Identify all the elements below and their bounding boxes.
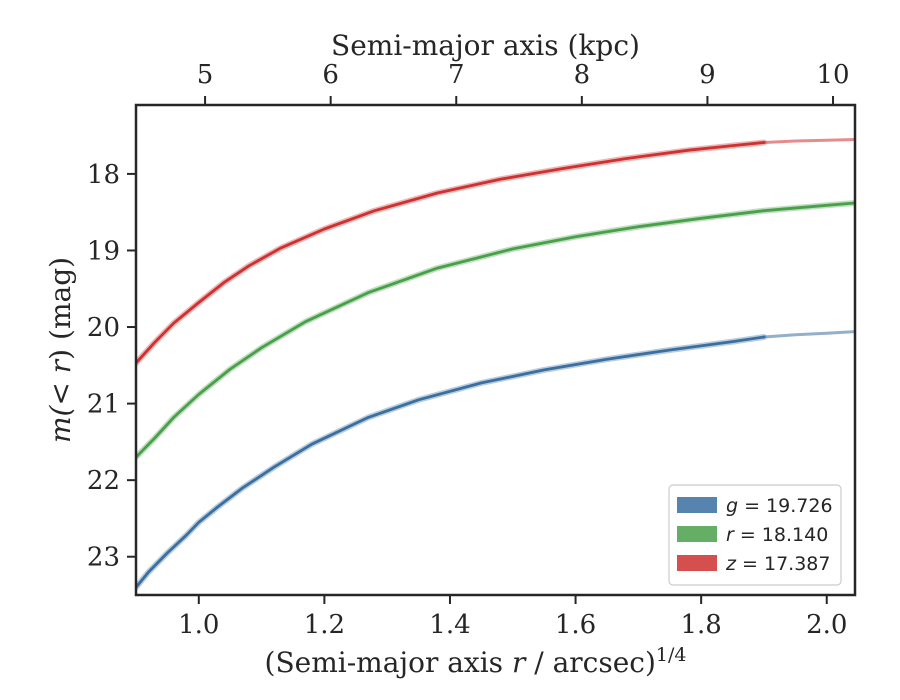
y-tick-label: 20	[87, 313, 120, 343]
legend-label-var: g	[726, 495, 738, 517]
legend-label-value: = 18.140	[734, 524, 828, 546]
legend-swatch-g	[677, 497, 717, 513]
x-axis-title: (Semi-major axis r / arcsec)1/4	[265, 644, 687, 679]
top-x-tick-label: 6	[322, 60, 339, 90]
series-r	[136, 200, 855, 461]
legend-label-g: g = 19.726	[726, 495, 833, 517]
ticks-layer: 1.0 1.2 1.4 1.6 1.8 2.0 18 19 20 21 22 23 5 6 7 8 9 10	[87, 60, 850, 640]
top-x-tick-label: 8	[574, 60, 591, 90]
y-axis-title-var: < r	[44, 358, 77, 405]
legend-label-z: z = 17.387	[725, 553, 830, 575]
legend-label-r: r = 18.140	[726, 524, 828, 546]
y-tick-label: 23	[87, 543, 120, 573]
top-x-tick-label: 9	[699, 60, 716, 90]
y-tick-label: 22	[87, 466, 120, 496]
top-x-tick-label: 5	[197, 60, 214, 90]
series-z-band	[136, 139, 767, 366]
y-axis-title-close: )	[44, 349, 77, 360]
series-layer	[136, 138, 855, 591]
legend-label-var: r	[726, 524, 735, 546]
y-tick-label: 19	[87, 236, 120, 266]
top-axis-title: Semi-major axis (kpc)	[331, 29, 640, 62]
x-axis-title-var: r	[512, 646, 527, 679]
y-tick-label: 21	[87, 390, 120, 420]
x-axis-title-suffix: / arcsec)	[525, 646, 656, 679]
legend-swatch-r	[677, 526, 717, 542]
series-g	[136, 330, 855, 591]
legend-label-var: z	[725, 553, 737, 575]
x-tick-label: 1.0	[178, 610, 219, 640]
top-x-tick-label: 7	[448, 60, 465, 90]
series-z	[136, 138, 855, 366]
y-tick-label: 18	[87, 160, 120, 190]
legend-swatch-z	[677, 555, 717, 571]
legend-label-value: = 19.726	[738, 495, 832, 517]
series-g-line	[136, 335, 766, 589]
plot-frame	[134, 103, 857, 597]
x-tick-label: 1.4	[429, 610, 470, 640]
legend-label-value: = 17.387	[736, 553, 830, 575]
y-axis-title-unit: (mag)	[44, 257, 77, 349]
x-tick-label: 2.0	[806, 610, 847, 640]
series-r-band	[136, 200, 855, 461]
series-r-line	[136, 201, 855, 459]
x-tick-label: 1.8	[680, 610, 721, 640]
top-x-tick-label: 10	[816, 60, 849, 90]
x-tick-label: 1.2	[304, 610, 345, 640]
y-axis-title: m(< r) (mag)	[44, 257, 77, 443]
x-tick-label: 1.6	[555, 610, 596, 640]
x-axis-title-exponent: 1/4	[656, 644, 687, 666]
series-z-extension	[762, 138, 855, 144]
series-g-extension	[762, 330, 855, 339]
y-axis-title-func: m(	[44, 404, 77, 443]
x-axis-title-prefix: (Semi-major axis	[265, 646, 512, 679]
series-z-line	[136, 141, 766, 365]
